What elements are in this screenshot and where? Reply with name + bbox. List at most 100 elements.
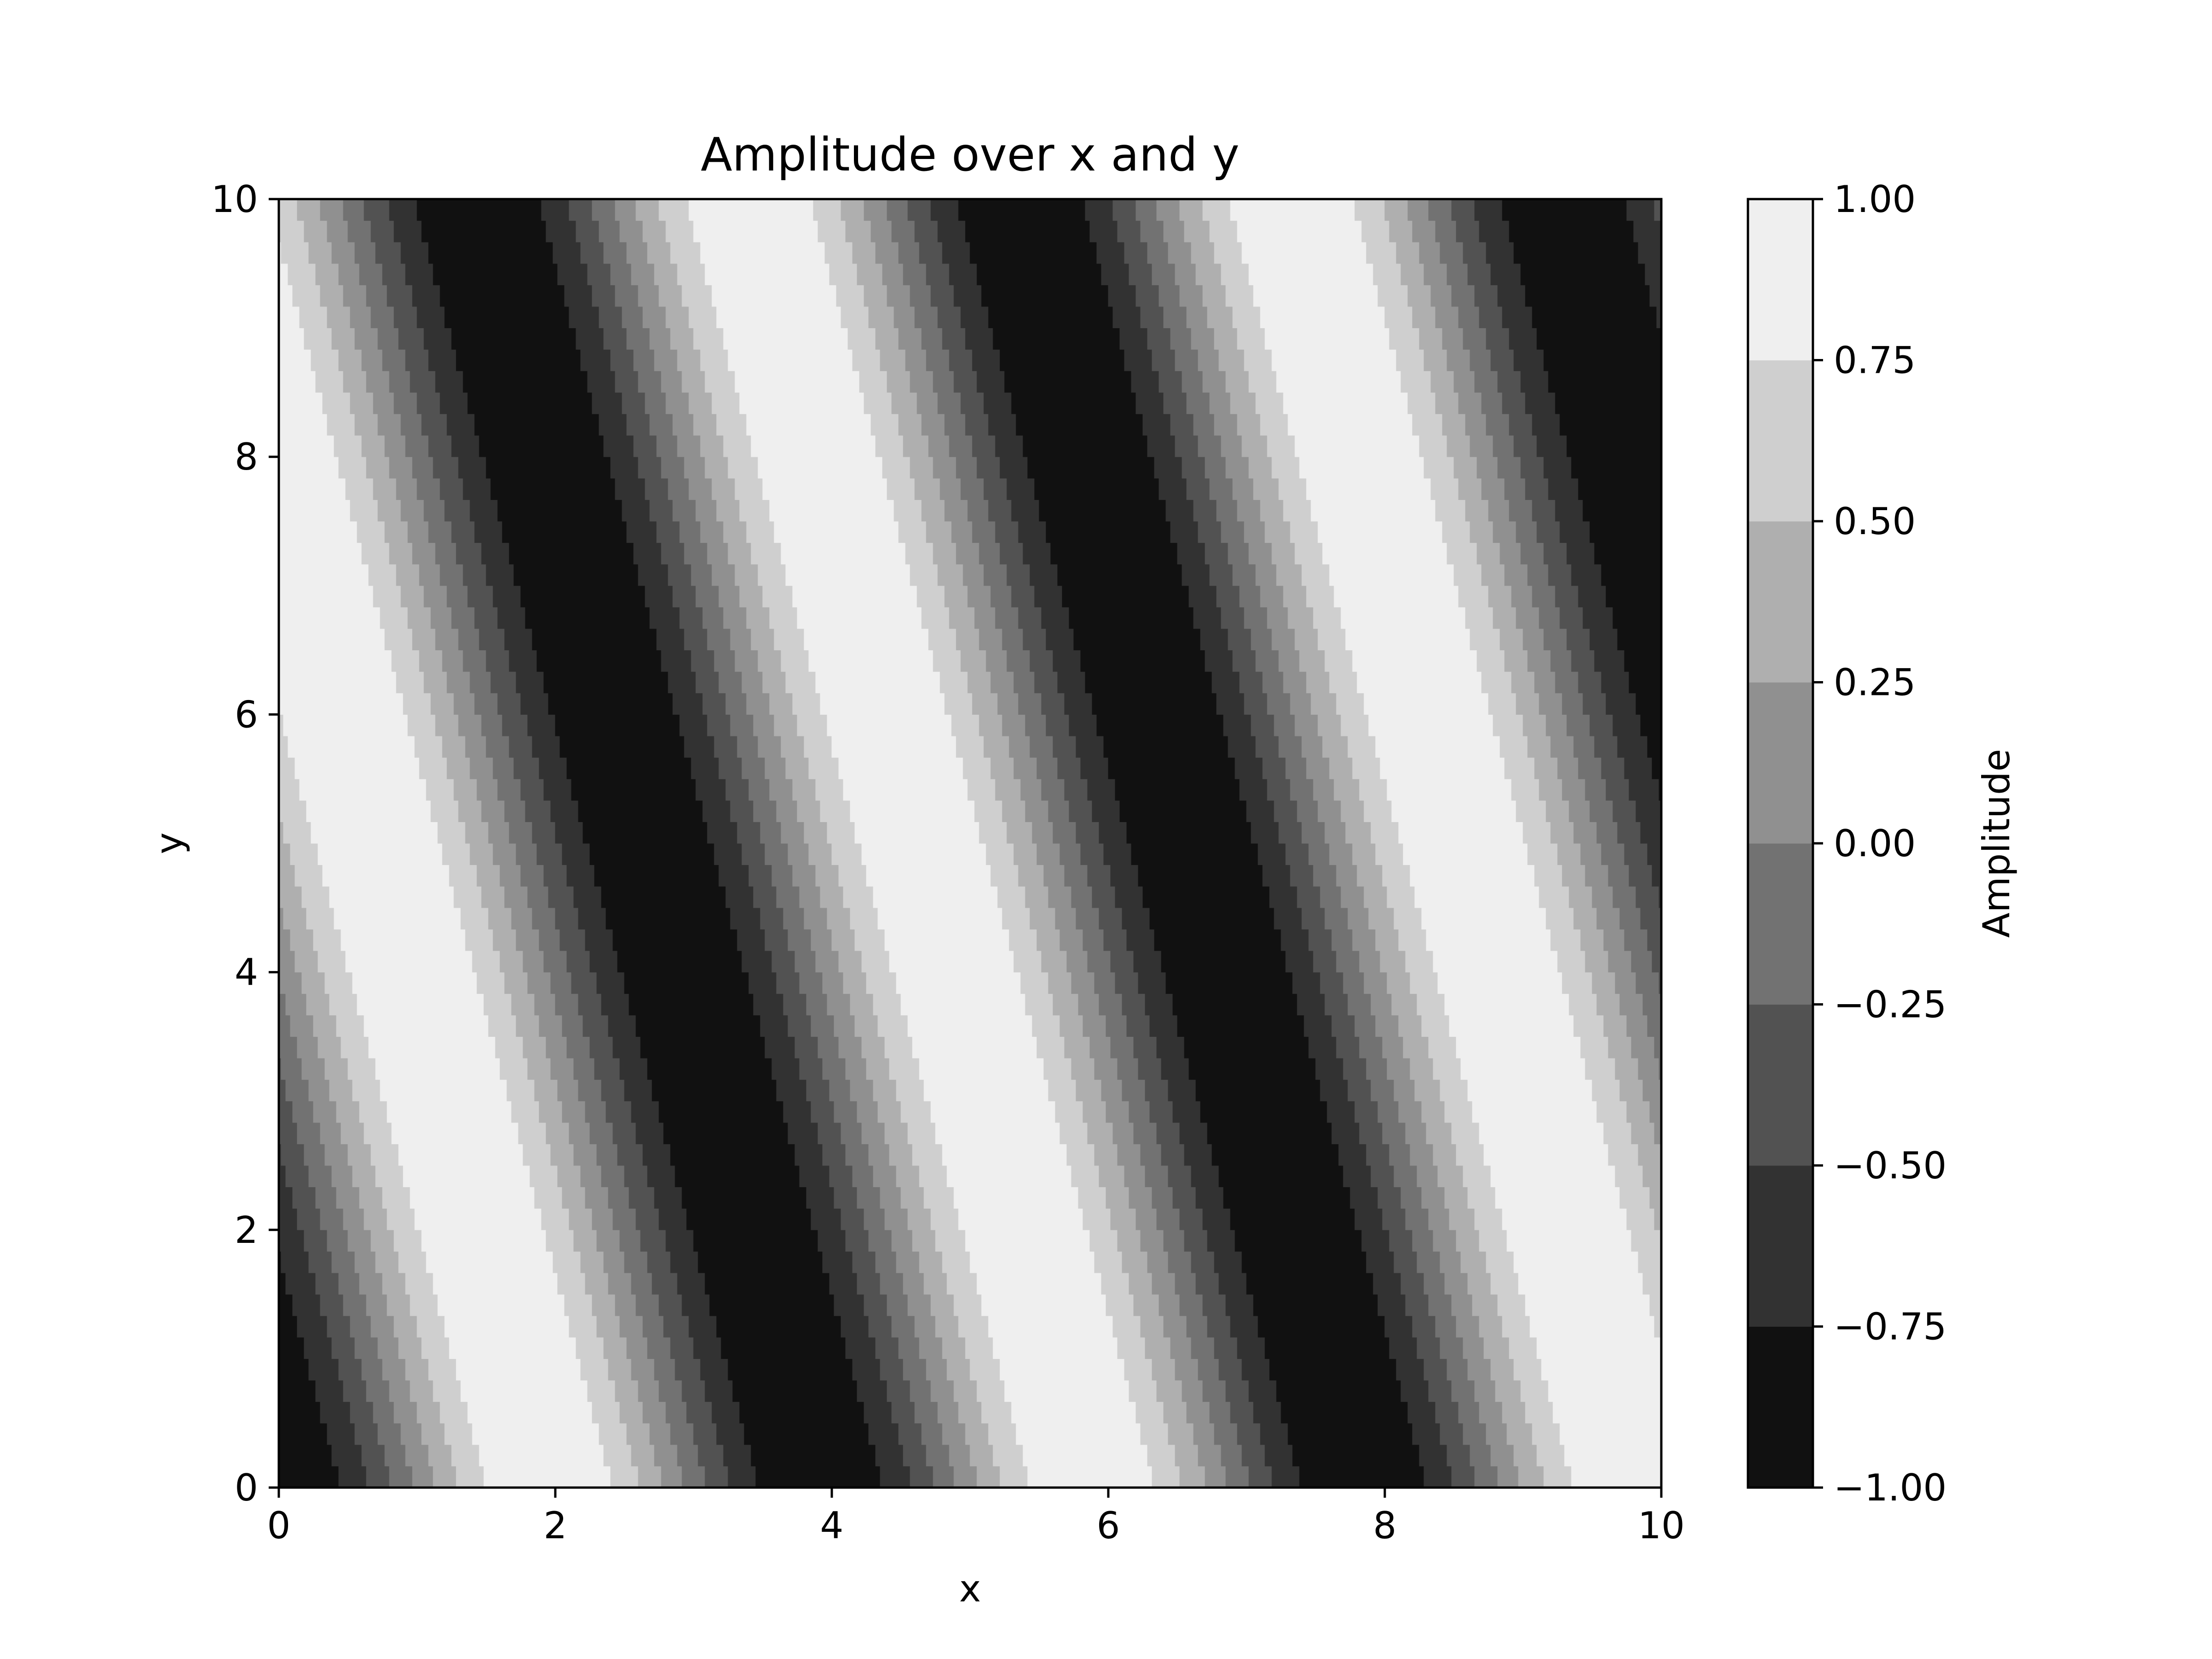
contour-band-cell (564, 1294, 593, 1316)
contour-band-cell (688, 1315, 717, 1338)
contour-band-cell (589, 1036, 613, 1059)
contour-band-cell (559, 735, 685, 758)
contour-band-cell (1546, 907, 1574, 930)
contour-band-cell (279, 284, 293, 307)
contour-band-cell (665, 1230, 694, 1252)
contour-band-cell (677, 435, 701, 457)
contour-band-cell (804, 907, 828, 930)
contour-band-cell (1566, 542, 1595, 565)
contour-band-cell (442, 650, 464, 672)
contour-band-cell (279, 800, 307, 822)
contour-band-cell (1389, 220, 1413, 242)
contour-band-cell (1578, 585, 1606, 607)
contour-band-cell (1557, 950, 1586, 973)
contour-band-cell (854, 1015, 878, 1037)
contour-band-cell (338, 1272, 360, 1295)
contour-band-cell (1479, 1122, 1604, 1144)
contour-band-cell (1320, 886, 1341, 908)
contour-band-cell (1382, 1208, 1406, 1230)
contour-band-cell (1463, 1337, 1484, 1359)
contour-band-cell (1391, 800, 1517, 822)
contour-band-cell (1513, 349, 1544, 371)
contour-band-cell (1253, 284, 1378, 307)
contour-band-cell (327, 413, 355, 436)
contour-band-cell (776, 972, 800, 994)
contour-band-cell (1230, 1208, 1355, 1230)
contour-band-cell (1318, 714, 1341, 736)
contour-band-cell (986, 650, 1007, 672)
contour-band-cell (1488, 693, 1517, 715)
contour-band-cell (988, 413, 1017, 436)
contour-band-cell (1036, 757, 1058, 779)
contour-band-cell (582, 1015, 609, 1037)
contour-band-cell (292, 1100, 314, 1123)
contour-band-cell (1364, 693, 1489, 715)
contour-band-cell (350, 306, 371, 329)
contour-band-cell (960, 650, 987, 672)
contour-band-cell (1110, 865, 1139, 887)
contour-band-cell (785, 757, 809, 779)
contour-band-cell (1030, 735, 1053, 758)
contour-band-cell (958, 199, 1086, 221)
contour-band-cell (926, 1358, 947, 1381)
contour-band-cell (693, 328, 724, 350)
contour-band-cell (1451, 284, 1475, 307)
contour-band-cell (1566, 435, 1661, 457)
contour-band-cell (741, 950, 772, 973)
contour-band-cell (981, 1401, 1012, 1424)
contour-band-cell (301, 886, 330, 908)
contour-band-cell (1532, 585, 1556, 607)
contour-band-cell (306, 993, 330, 1016)
contour-band-cell (1407, 1401, 1436, 1424)
contour-band-cell (1193, 1423, 1215, 1445)
contour-band-cell (279, 757, 295, 779)
contour-band-cell (1361, 1230, 1390, 1252)
contour-band-cell (1453, 456, 1477, 479)
contour-band-cell (571, 778, 696, 801)
contour-band-cell (407, 521, 429, 543)
contour-band-cell (944, 413, 966, 436)
contour-band-cell (1428, 1208, 1450, 1230)
contour-band-cell (880, 1272, 904, 1295)
contour-band-cell (1543, 1465, 1572, 1488)
contour-band-cell (1583, 499, 1661, 522)
contour-band-cell (1472, 1294, 1498, 1316)
contour-band-cell (626, 413, 650, 436)
contour-band-cell (1299, 650, 1325, 672)
contour-band-cell (612, 1122, 636, 1144)
contour-band-cell (304, 1337, 332, 1359)
contour-band-cell (465, 821, 489, 844)
contour-band-cell (1509, 220, 1634, 242)
contour-band-cell (1117, 1230, 1141, 1252)
contour-band-cell (974, 606, 996, 629)
contour-band-cell (304, 1230, 328, 1252)
contour-band-cell (1444, 1100, 1473, 1123)
contour-band-cell (852, 1251, 876, 1273)
contour-band-cell (1592, 1079, 1620, 1101)
contour-band-cell (1025, 714, 1047, 736)
contour-band-cell (1440, 1423, 1464, 1445)
contour-band-cell (1002, 628, 1024, 651)
contour-band-cell (1101, 1079, 1123, 1101)
contour-band-cell (1412, 1230, 1434, 1252)
contour-band-cell (1513, 241, 1639, 264)
contour-band-cell (1048, 800, 1070, 822)
contour-band-cell (345, 478, 374, 500)
contour-band-cell (1186, 392, 1210, 414)
contour-band-cell (603, 435, 634, 457)
contour-band-cell (1460, 1058, 1586, 1080)
contour-band-cell (290, 929, 314, 951)
contour-band-cell (688, 392, 712, 414)
contour-band-cell (919, 241, 943, 264)
contour-band-cell (1635, 972, 1659, 994)
contour-band-cell (543, 950, 567, 973)
contour-band-cell (857, 1100, 878, 1123)
contour-band-cell (1036, 1036, 1065, 1059)
contour-band-cell (1410, 1058, 1434, 1080)
contour-band-cell (758, 456, 883, 479)
contour-band-cell (942, 328, 966, 350)
contour-band-cell (1414, 886, 1540, 908)
contour-band-cell (1654, 1315, 1661, 1338)
contour-band-cell (1080, 843, 1104, 865)
